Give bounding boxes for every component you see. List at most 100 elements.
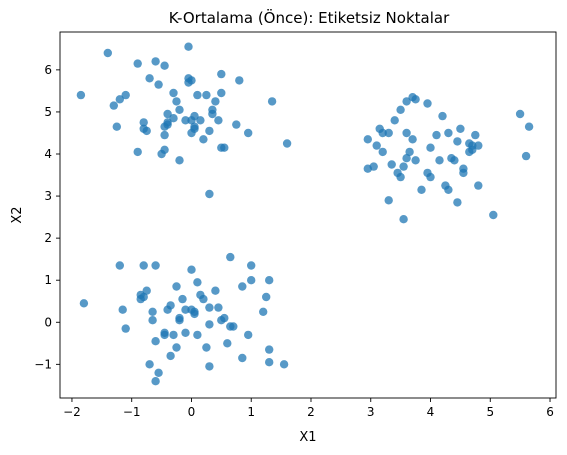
data-point (235, 76, 244, 85)
x-tick-label: 4 (427, 405, 435, 419)
data-point (205, 126, 214, 136)
data-point (190, 111, 199, 121)
data-point (139, 261, 148, 270)
data-point (408, 135, 417, 144)
x-tick-label: −1 (123, 405, 141, 419)
data-point (405, 147, 414, 157)
data-point (115, 261, 125, 270)
data-point (384, 128, 393, 138)
data-point (432, 130, 441, 140)
data-point (205, 362, 214, 371)
y-tick-label: 1 (44, 273, 52, 287)
data-point (214, 116, 223, 125)
data-point (456, 124, 465, 133)
data-point (121, 90, 130, 100)
data-point (193, 278, 202, 287)
data-point (169, 88, 178, 98)
data-point (154, 368, 163, 377)
y-tick-label: 5 (44, 105, 52, 119)
data-point (265, 276, 274, 285)
y-tick-label: −1 (34, 357, 52, 371)
data-point (411, 156, 420, 165)
data-point (160, 130, 169, 140)
data-point (208, 105, 217, 115)
x-tick-label: 3 (367, 405, 375, 419)
data-point (453, 198, 462, 207)
data-point (199, 294, 208, 304)
data-point (402, 97, 411, 106)
data-point (205, 303, 214, 312)
data-point (115, 95, 125, 104)
y-axis-label: X2 (10, 206, 25, 223)
data-point (166, 301, 175, 310)
data-point (178, 294, 187, 304)
data-point (265, 345, 274, 354)
data-point (190, 122, 199, 131)
data-point (217, 88, 226, 98)
data-point (142, 286, 151, 295)
data-point (181, 116, 190, 125)
data-point (160, 61, 169, 70)
data-point (145, 360, 154, 369)
ticks-layer: −2 −1 0 1 2 3 4 5 6 −1 0 1 2 3 4 5 6 (34, 63, 554, 419)
data-point (247, 261, 256, 270)
data-point (390, 116, 399, 125)
data-point (468, 145, 477, 154)
data-point (226, 322, 235, 331)
data-point (417, 185, 426, 194)
data-point (396, 105, 405, 115)
x-tick-label: 6 (546, 405, 554, 419)
data-point (148, 316, 157, 325)
data-point (181, 328, 190, 337)
x-tick-label: 1 (247, 405, 255, 419)
data-point (471, 130, 480, 140)
data-point (238, 353, 247, 363)
data-point (151, 57, 160, 66)
y-tick-label: 2 (44, 231, 52, 245)
data-point (169, 330, 178, 340)
data-point (175, 316, 184, 325)
data-point (474, 181, 483, 190)
y-tick-label: 0 (44, 315, 52, 329)
data-point (521, 151, 531, 161)
data-point (435, 156, 444, 165)
data-point (247, 276, 256, 285)
data-point (217, 69, 226, 79)
data-point (139, 118, 148, 127)
data-point (79, 299, 89, 308)
data-point (205, 320, 214, 329)
data-point (175, 156, 184, 165)
data-point (142, 126, 151, 136)
data-point (232, 120, 241, 129)
data-point (515, 109, 525, 119)
data-point (426, 172, 435, 182)
data-point (139, 292, 148, 302)
data-point (214, 303, 223, 312)
data-point (169, 114, 178, 123)
data-point (190, 309, 199, 319)
data-point (220, 143, 229, 152)
data-point (187, 76, 196, 85)
data-point (163, 109, 172, 119)
data-point (384, 196, 393, 205)
data-point (444, 185, 453, 194)
data-point (444, 128, 453, 138)
x-tick-label: 0 (188, 405, 196, 419)
data-point (220, 313, 229, 323)
data-point (118, 305, 127, 314)
data-point (148, 307, 157, 316)
data-point (202, 343, 211, 352)
data-point (109, 101, 119, 110)
points-layer (76, 42, 534, 386)
data-point (438, 111, 447, 121)
data-point (226, 252, 235, 262)
data-point (411, 95, 420, 104)
data-point (193, 90, 202, 100)
data-point (151, 261, 160, 270)
data-point (489, 210, 498, 220)
data-point (459, 168, 468, 178)
data-point (282, 139, 292, 148)
data-point (396, 172, 405, 182)
